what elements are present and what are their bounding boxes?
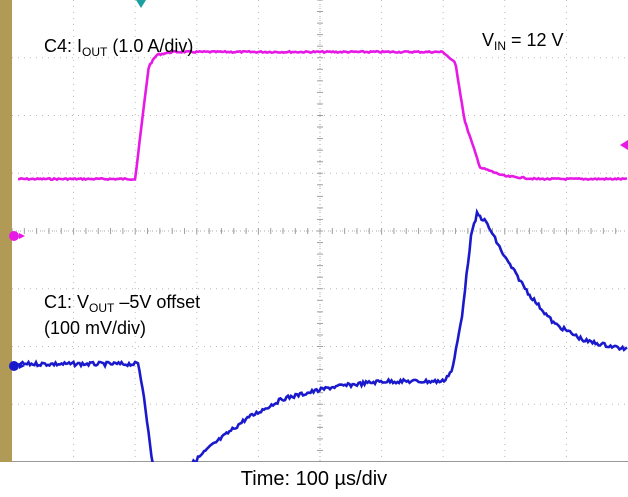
vin-suffix: = 12 V (506, 30, 564, 50)
c4-label-suffix: (1.0 A/div) (107, 36, 193, 56)
c4-ground-marker-dot (9, 231, 19, 241)
vin-prefix: V (482, 30, 494, 50)
trace-c1-vout (17, 208, 628, 462)
c1-scale-label: (100 mV/div) (44, 318, 146, 338)
left-bezel (0, 0, 12, 462)
time-axis-label: Time: 100 µs/div (240, 468, 388, 490)
oscilloscope-screen: C4: IOUT (1.0 A/div) VIN = 12 V C1: VOUT… (0, 0, 628, 462)
c1-label-sub: OUT (89, 301, 115, 315)
c4-label-sub: OUT (82, 45, 108, 59)
c1-label-prefix: C1: V (44, 292, 89, 312)
c4-label-prefix: C4: I (44, 36, 82, 56)
vin-sub: IN (494, 39, 506, 53)
trigger-position-marker (136, 0, 146, 8)
c4-ground-marker-arrow (19, 233, 25, 239)
graticule (11, 0, 628, 462)
c4-ground-marker (9, 231, 25, 241)
trace-c4-iout (17, 49, 628, 182)
c1-label-suffix: –5V offset (114, 292, 200, 312)
vin-annotation: VIN = 12 V (482, 30, 564, 53)
trigger-level-marker (620, 140, 628, 150)
c1-label: C1: VOUT –5V offset (44, 292, 200, 315)
c1-ground-marker-dot (9, 361, 19, 371)
c4-label: C4: IOUT (1.0 A/div) (44, 36, 193, 59)
